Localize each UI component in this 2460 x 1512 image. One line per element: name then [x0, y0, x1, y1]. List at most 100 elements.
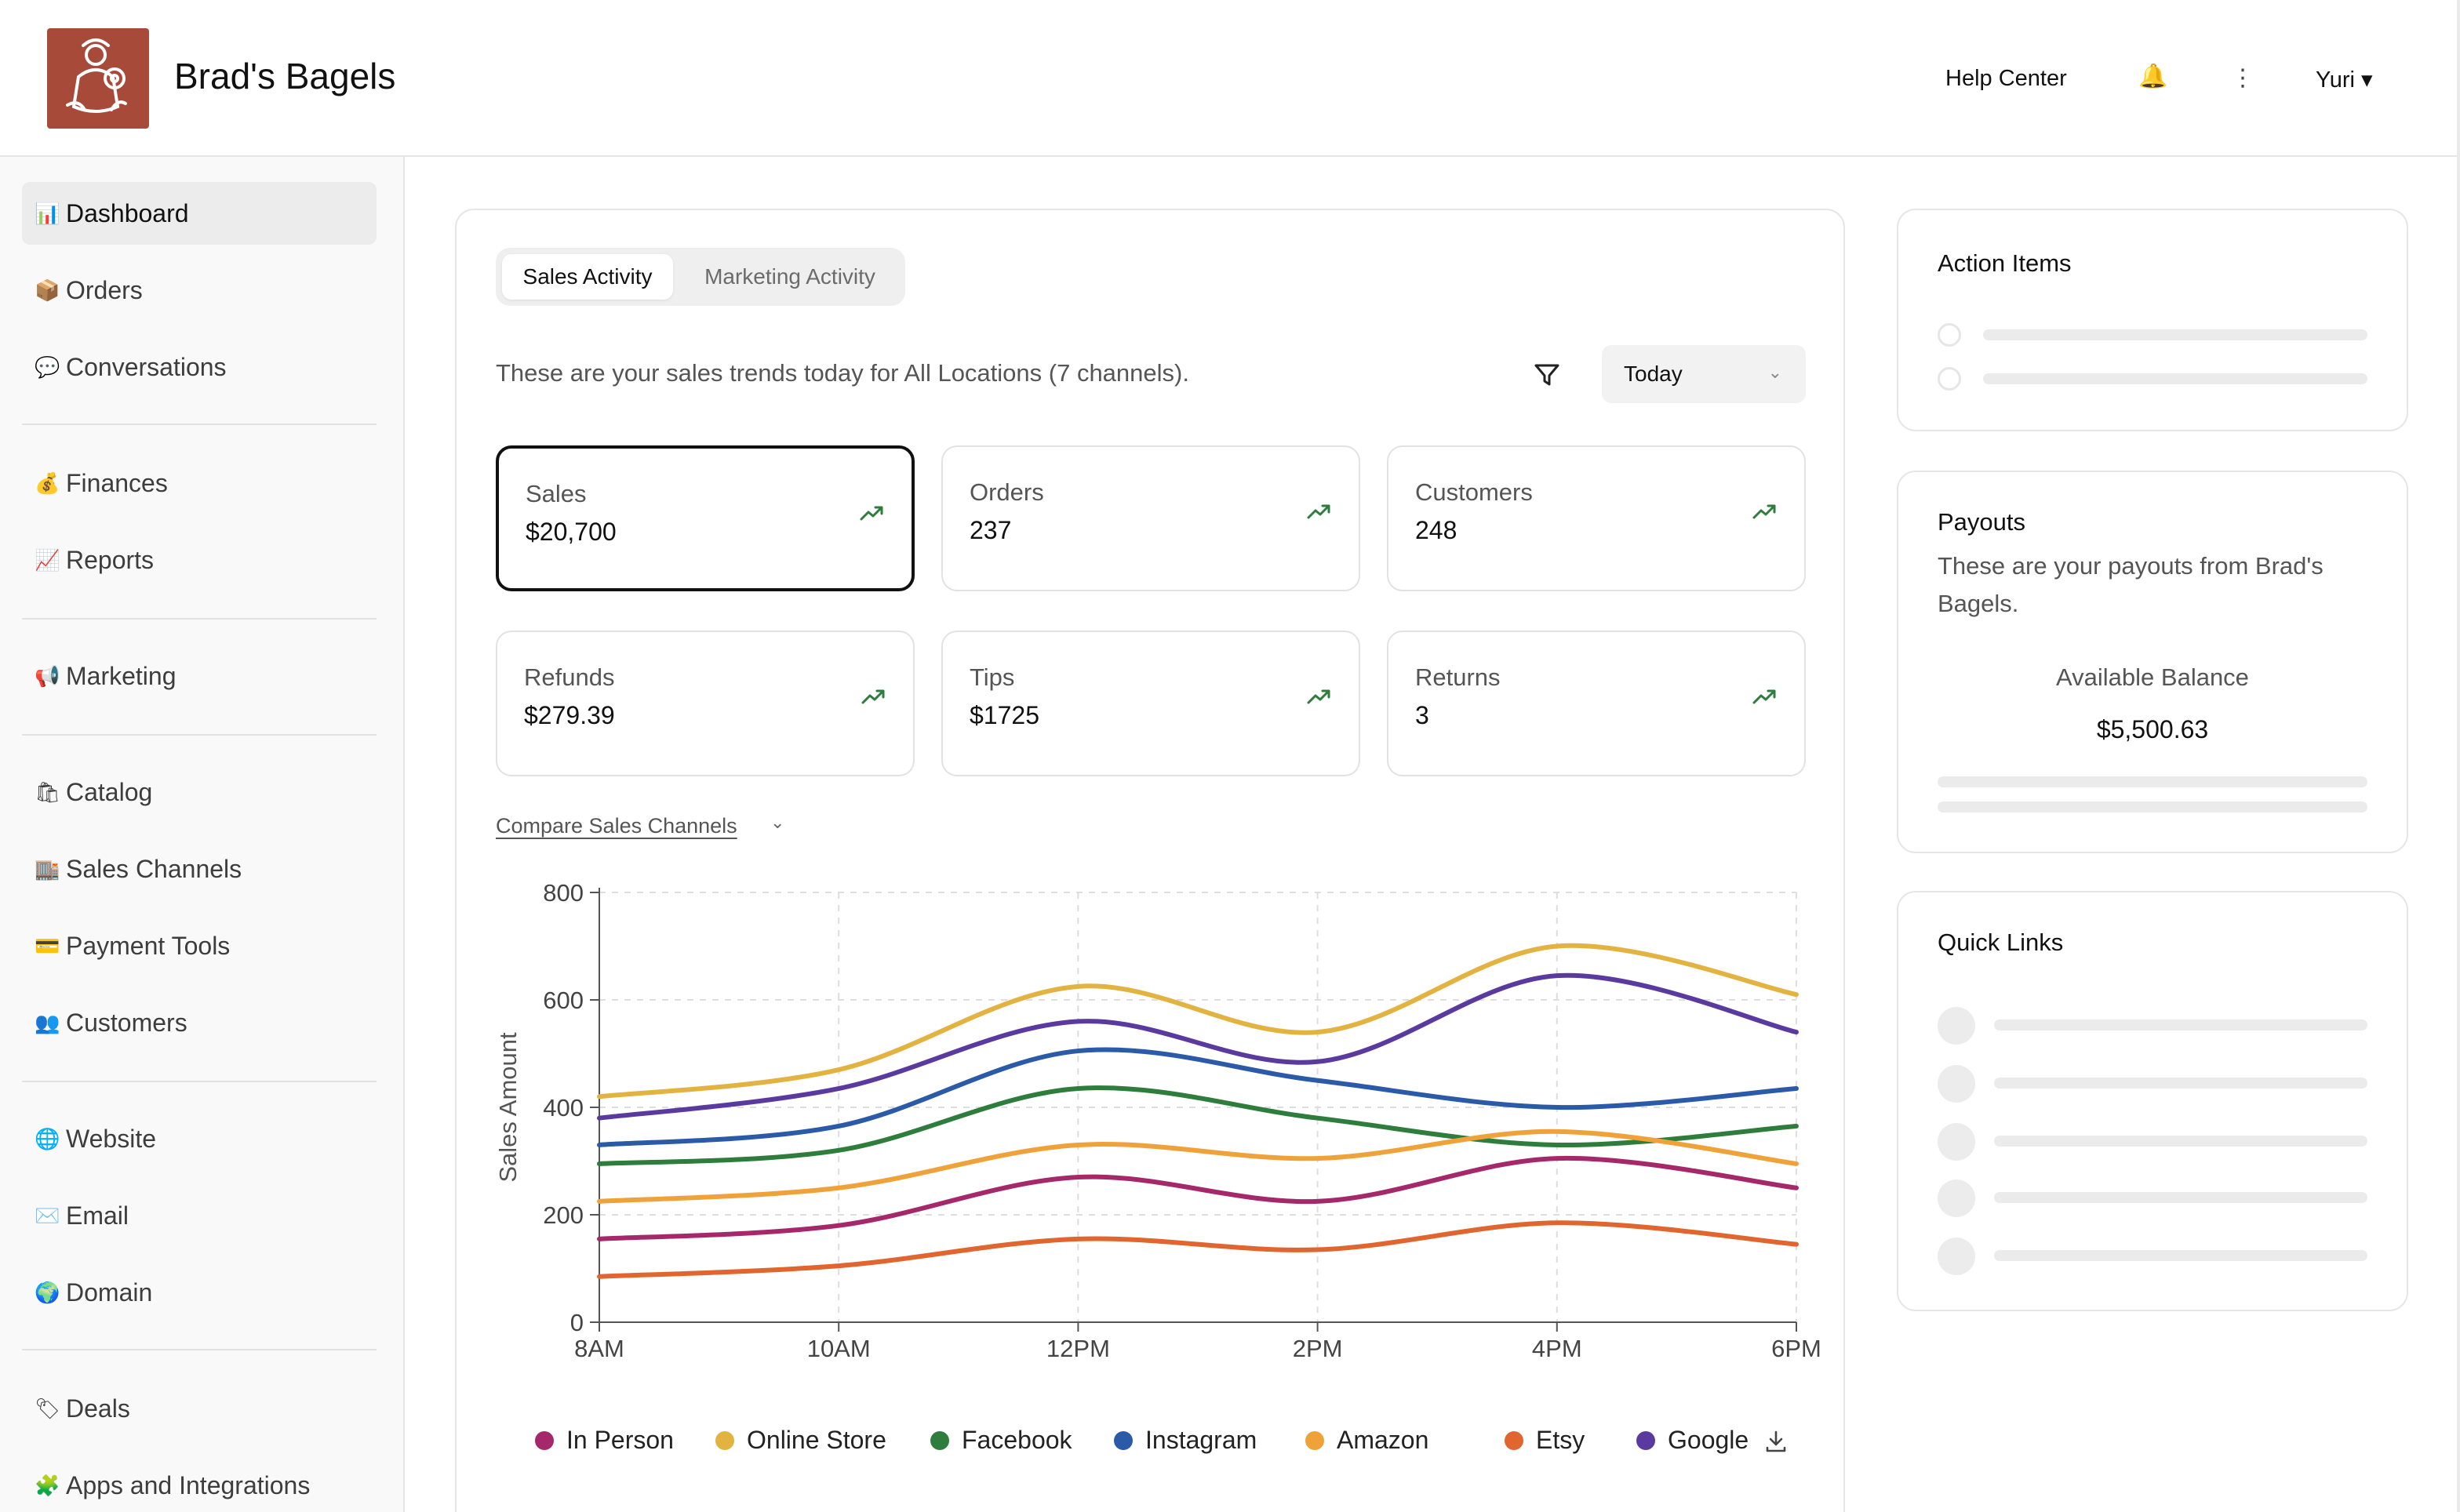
available-balance-value: $5,500.63 — [2096, 715, 2209, 743]
sidebar-item-reports[interactable]: 📈 Reports — [22, 529, 377, 591]
sidebar-item-conversations[interactable]: 💬 Conversations — [22, 336, 377, 398]
placeholder-line — [1983, 329, 2367, 340]
sidebar-item-payment-tools[interactable]: 💳 Payment Tools — [22, 914, 377, 977]
placeholder-avatar — [1938, 1065, 1975, 1103]
legend-dot — [930, 1430, 949, 1450]
sidebar-item-website[interactable]: 🌐 Website — [22, 1107, 377, 1170]
legend-label: Facebook — [962, 1426, 1072, 1454]
action-items-card: Action Items — [1897, 209, 2408, 431]
legend-item[interactable]: Etsy — [1505, 1426, 1585, 1455]
tab-marketing-activity[interactable]: Marketing Activity — [704, 264, 875, 289]
placeholder-avatar — [1938, 1123, 1975, 1161]
legend-item[interactable]: Facebook — [930, 1426, 1072, 1455]
legend-item[interactable]: Instagram — [1114, 1426, 1257, 1455]
sidebar-item-apps-and-integrations[interactable]: 🧩 Apps and Integrations — [22, 1454, 377, 1512]
x-tick-label: 2PM — [1293, 1335, 1343, 1362]
bell-icon[interactable]: 🔔 — [2138, 64, 2168, 89]
metric-card-refunds[interactable]: Refunds $279.39 — [496, 631, 915, 776]
chevron-down-icon: ⌄ — [1767, 362, 1782, 382]
trending-up-icon — [860, 506, 883, 521]
metric-label: Orders — [970, 478, 1044, 506]
sidebar-item-sales-channels[interactable]: 🏬 Sales Channels — [22, 838, 377, 900]
action-items-title: Action Items — [1938, 249, 2072, 277]
metric-card-orders[interactable]: Orders 237 — [941, 445, 1360, 591]
metric-card-tips[interactable]: Tips $1725 — [941, 631, 1360, 776]
legend-label: Google — [1668, 1426, 1749, 1454]
x-tick-label: 12PM — [1046, 1335, 1110, 1362]
sidebar-item-label: Payment Tools — [66, 931, 231, 960]
y-tick-label: 600 — [543, 987, 584, 1014]
series-line-amazon — [597, 1129, 1799, 1204]
money-bag-icon: 💰 — [35, 471, 60, 495]
x-tick-label: 4PM — [1532, 1335, 1582, 1362]
placeholder-avatar — [1938, 1007, 1975, 1045]
sidebar-item-customers[interactable]: 👥 Customers — [22, 991, 377, 1054]
x-tick-label: 6PM — [1771, 1335, 1821, 1362]
sidebar-divider — [22, 734, 377, 736]
sidebar-item-orders[interactable]: 📦 Orders — [22, 259, 377, 322]
sidebar-item-email[interactable]: ✉️ Email — [22, 1184, 377, 1247]
sidebar-item-label: Reports — [66, 545, 155, 574]
sidebar-item-deals[interactable]: 🏷 Deals — [22, 1377, 377, 1440]
legend-label: Etsy — [1536, 1426, 1585, 1454]
sidebar-item-catalog[interactable]: 🛍 Catalog — [22, 761, 377, 823]
placeholder-checkbox — [1938, 323, 1961, 347]
sidebar-item-label: Website — [66, 1124, 157, 1153]
legend-label: Instagram — [1145, 1426, 1257, 1454]
sidebar-item-domain[interactable]: 🌍 Domain — [22, 1261, 377, 1324]
legend-item[interactable]: Online Store — [715, 1426, 886, 1455]
compare-sales-channels-link[interactable]: Compare Sales Channels — [496, 814, 737, 838]
activity-tabs: Sales Activity Marketing Activity — [496, 248, 905, 306]
series-line-in-person — [597, 1155, 1799, 1241]
legend-item[interactable]: Google — [1636, 1426, 1749, 1455]
globe-grid-icon: 🌐 — [35, 1126, 60, 1150]
y-tick-label: 0 — [570, 1309, 584, 1336]
sidebar-item-label: Dashboard — [66, 198, 189, 227]
placeholder-line — [1994, 1136, 2367, 1147]
sales-activity-card: Sales Activity Marketing Activity These … — [455, 209, 1845, 1512]
sidebar-divider — [22, 1349, 377, 1350]
more-options-icon[interactable]: ⋮ — [2231, 65, 2254, 91]
legend-item[interactable]: Amazon — [1305, 1426, 1428, 1455]
help-center-link[interactable]: Help Center — [1945, 66, 2067, 91]
sidebar-item-label: Deals — [66, 1394, 130, 1423]
payouts-card: Payouts These are your payouts from Brad… — [1897, 471, 2408, 853]
payouts-description: These are your payouts from Brad's Bagel… — [1938, 552, 2324, 617]
brand-logo[interactable] — [47, 28, 149, 129]
series-line-online-store — [597, 943, 1799, 1099]
metric-label: Sales — [526, 480, 587, 507]
chevron-down-icon[interactable]: ⌄ — [770, 812, 785, 832]
series-line-facebook — [597, 1085, 1799, 1166]
user-menu[interactable]: Yuri ▾ — [2316, 67, 2373, 93]
placeholder-line — [1938, 801, 2367, 812]
puzzle-piece-icon: 🧩 — [35, 1473, 60, 1497]
sidebar-item-label: Domain — [66, 1278, 153, 1307]
filter-icon[interactable] — [1531, 359, 1563, 391]
download-icon[interactable] — [1762, 1427, 1790, 1456]
series-line-etsy — [597, 1220, 1799, 1279]
y-tick-label: 800 — [543, 879, 584, 907]
placeholder-line — [1994, 1020, 2367, 1030]
metric-label: Refunds — [524, 663, 615, 691]
legend-dot — [1636, 1430, 1655, 1450]
legend-item[interactable]: In Person — [535, 1426, 674, 1455]
sidebar-item-label: Apps and Integrations — [66, 1470, 311, 1499]
placeholder-line — [1938, 776, 2367, 787]
date-range-select[interactable]: Today ⌄ — [1602, 345, 1806, 403]
metric-label: Customers — [1415, 478, 1533, 506]
tab-sales-activity[interactable]: Sales Activity — [502, 254, 673, 300]
series-line-instagram — [597, 1047, 1799, 1147]
sidebar-item-marketing[interactable]: 📢 Marketing — [22, 645, 377, 707]
trend-chart-icon: 📈 — [35, 547, 60, 572]
metric-card-customers[interactable]: Customers 248 — [1387, 445, 1806, 591]
trending-up-icon — [1307, 689, 1330, 704]
x-tick-label: 8AM — [574, 1335, 624, 1362]
metric-card-sales[interactable]: Sales $20,700 — [496, 445, 915, 591]
sidebar-item-finances[interactable]: 💰 Finances — [22, 452, 377, 514]
trending-up-icon — [1307, 504, 1330, 519]
sidebar-item-label: Catalog — [66, 777, 153, 806]
sidebar-item-dashboard[interactable]: 📊 Dashboard — [22, 182, 377, 245]
metric-value: $1725 — [970, 701, 1039, 729]
credit-card-icon: 💳 — [35, 933, 60, 958]
metric-card-returns[interactable]: Returns 3 — [1387, 631, 1806, 776]
